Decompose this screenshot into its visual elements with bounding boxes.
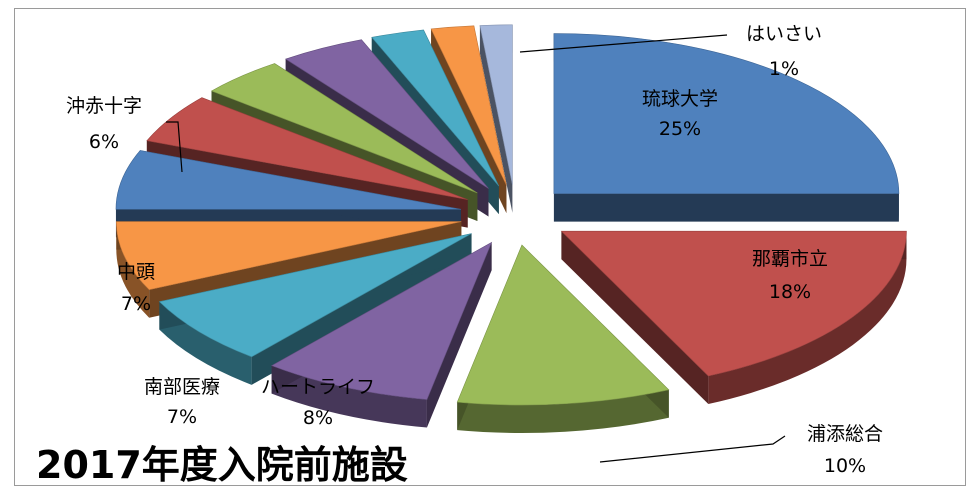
slice-label-heartlife: ハートライフ	[261, 376, 375, 398]
slice-9	[285, 39, 489, 189]
leader-line-urasoe	[599, 435, 786, 463]
slice-1-那覇市立	[560, 230, 907, 377]
slice-wall-1-1	[561, 231, 709, 404]
slice-label-nakagami: 中頭	[117, 261, 155, 283]
slice-5-中頭	[116, 221, 462, 291]
slice-pct-nanbu: 7%	[167, 406, 197, 428]
slice-label-ryukyu: 琉球大学	[642, 88, 718, 110]
slice-label-urasoe: 浦添総合	[807, 423, 883, 445]
slice-side-1	[708, 231, 907, 404]
slice-3-ハートライフ	[270, 241, 493, 400]
slice-10	[371, 29, 500, 187]
slice-4-南部医療	[158, 233, 472, 358]
slice-pct-okisekijuji: 6%	[89, 131, 119, 153]
leader-line-okisekijuji	[166, 121, 183, 173]
slice-pct-nakagami: 7%	[121, 293, 151, 315]
slice-7	[146, 97, 468, 200]
slice-12-はいさい	[479, 24, 513, 185]
slice-2-浦添総合	[456, 244, 670, 406]
leader-line-haisai	[519, 34, 728, 53]
slice-label-nanbu: 南部医療	[144, 376, 220, 398]
chart-title: 2017年度入院前施設	[36, 443, 408, 487]
slice-pct-ryukyu: 25%	[659, 118, 701, 140]
slice-side-2	[457, 389, 669, 434]
slice-wall-12-0	[479, 25, 513, 213]
slice-0-琉球大学	[553, 33, 900, 194]
slice-label-naha: 那覇市立	[752, 248, 828, 270]
slice-8	[210, 63, 478, 194]
slice-side-3	[271, 365, 427, 428]
slice-label-okisekijuji: 沖赤十字	[66, 95, 142, 117]
slice-pct-naha: 18%	[769, 281, 811, 303]
labels-group: 琉球大学 25% 那覇市立 18% 浦添総合 10% ハートライフ 8% 南部医…	[66, 23, 883, 477]
slice-wall-0-1	[553, 193, 899, 222]
slice-11	[430, 25, 507, 186]
slice-wall-3-0	[426, 242, 492, 428]
slice-label-haisai: はいさい	[746, 23, 822, 45]
slice-pct-urasoe: 10%	[824, 455, 866, 477]
slices-group	[115, 24, 907, 434]
slice-side-5	[116, 221, 150, 318]
slice-pct-haisai: 1%	[769, 58, 799, 80]
slice-pct-heartlife: 8%	[303, 407, 333, 429]
slice-6-沖赤十字	[115, 150, 462, 210]
